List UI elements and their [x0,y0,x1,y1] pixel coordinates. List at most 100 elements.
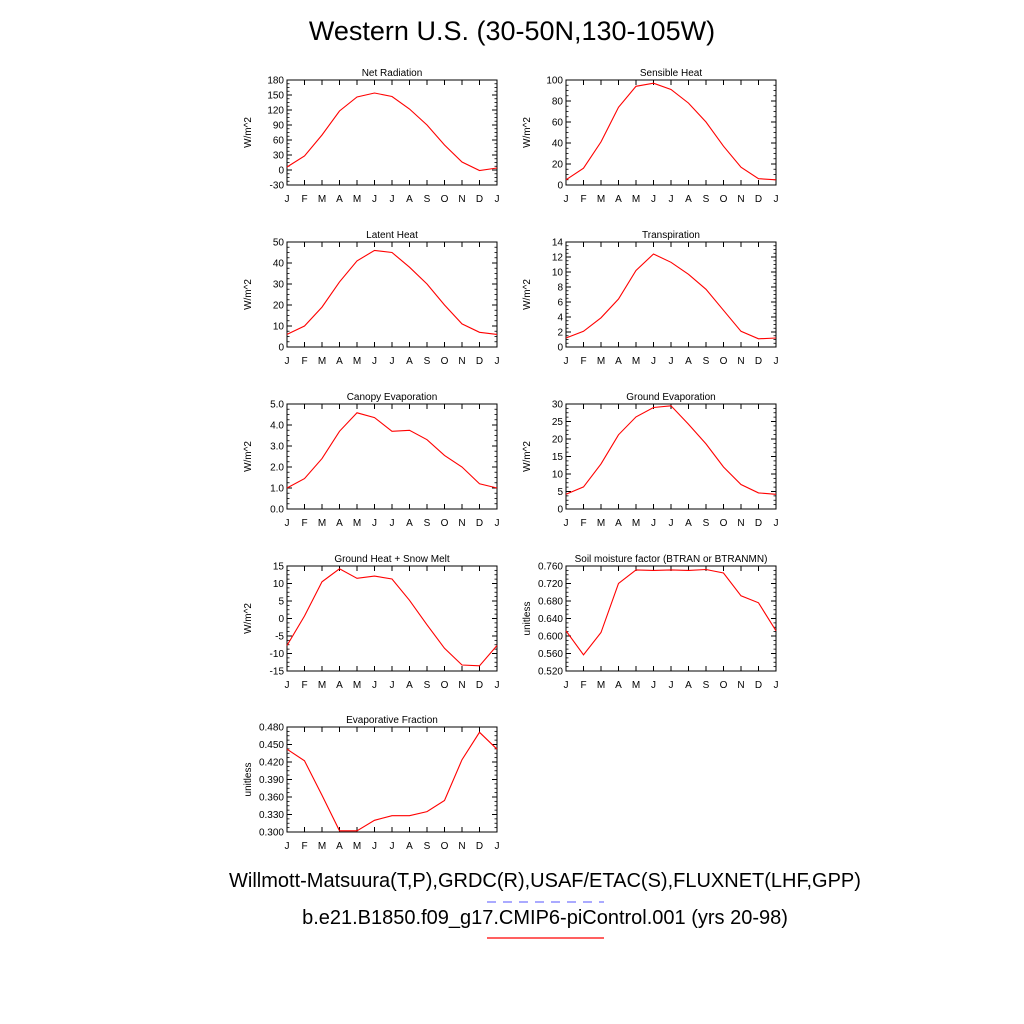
x-tick-label: J [774,356,779,367]
y-tick-label: 12 [552,253,564,264]
chart-title: Ground Heat + Snow Melt [334,554,450,565]
x-tick-label: A [336,841,343,852]
x-tick-label: J [285,518,290,529]
y-tick-label: 5.0 [270,400,284,411]
y-tick-label: 0.330 [259,810,284,821]
y-tick-label: 0.480 [259,723,284,734]
x-tick-label: N [737,356,744,367]
x-tick-label: O [720,518,728,529]
x-tick-label: J [495,356,500,367]
x-tick-label: S [703,194,710,205]
x-tick-label: D [476,680,483,691]
x-tick-label: J [285,356,290,367]
model-legend-label: b.e21.B1850.f09_g17.CMIP6-piControl.001 … [302,907,788,929]
series-line [565,82,777,181]
y-tick-label: 10 [273,579,285,590]
x-tick-label: A [685,356,692,367]
series-line [286,731,498,832]
obs-legend-label: Willmott-Matsuura(T,P),GRDC(R),USAF/ETAC… [229,870,861,892]
x-tick-label: N [458,841,465,852]
x-tick-label: D [476,518,483,529]
x-tick-label: M [353,194,361,205]
x-tick-label: J [651,356,656,367]
x-tick-label: A [336,194,343,205]
plot-frame [286,79,498,186]
chart-panel: Soil moisture factor (BTRAN or BTRANMN) u… [522,554,779,691]
x-tick-label: S [703,356,710,367]
x-tick-label: J [774,518,779,529]
x-tick-label: O [441,356,449,367]
x-tick-label: J [372,356,377,367]
x-tick-label: M [318,518,326,529]
y-tick-label: 0.600 [538,632,563,643]
x-tick-label: J [564,194,569,205]
x-tick-label: O [720,194,728,205]
x-tick-label: J [390,194,395,205]
x-tick-label: O [720,356,728,367]
x-tick-label: F [580,356,586,367]
y-tick-label: 0.760 [538,562,563,573]
x-tick-label: A [336,680,343,691]
chart-title: Latent Heat [366,230,418,241]
x-tick-label: J [651,194,656,205]
x-tick-label: J [669,680,674,691]
chart-title: Transpiration [642,230,700,241]
x-tick-label: M [353,356,361,367]
x-tick-label: N [458,680,465,691]
y-tick-label: 2 [557,328,563,339]
x-tick-label: S [424,680,431,691]
y-tick-label: 20 [273,301,285,312]
y-tick-label: 50 [273,238,285,249]
y-tick-label: 1.0 [270,484,284,495]
x-tick-label: S [424,356,431,367]
chart-title: Sensible Heat [640,68,702,79]
y-tick-label: 0.300 [259,828,284,839]
x-tick-label: M [597,518,605,529]
x-tick-label: M [318,680,326,691]
y-tick-label: 0.420 [259,758,284,769]
y-tick-label: 0 [557,181,563,192]
x-tick-label: D [476,194,483,205]
x-tick-label: S [424,194,431,205]
x-tick-label: J [390,356,395,367]
y-axis-label: W/m^2 [522,117,533,148]
y-tick-label: 30 [552,400,564,411]
y-tick-label: -5 [275,632,284,643]
plot-frame [565,403,777,510]
x-tick-label: J [669,356,674,367]
y-tick-label: 0 [557,505,563,516]
y-tick-label: 15 [552,452,564,463]
x-tick-label: N [458,356,465,367]
x-tick-label: J [669,194,674,205]
y-tick-label: 40 [552,139,564,150]
plot-frame [565,565,777,672]
x-tick-label: M [318,356,326,367]
x-tick-label: J [495,518,500,529]
x-tick-label: M [318,194,326,205]
y-tick-label: 0.360 [259,793,284,804]
x-tick-label: F [580,680,586,691]
x-tick-label: A [336,356,343,367]
y-tick-label: 0 [557,343,563,354]
x-tick-label: D [476,841,483,852]
y-tick-label: 14 [552,238,564,249]
x-tick-label: A [615,194,622,205]
y-axis-label: W/m^2 [243,279,254,310]
x-tick-label: M [632,356,640,367]
y-tick-label: 150 [267,91,284,102]
x-tick-label: J [564,680,569,691]
y-tick-label: 3.0 [270,442,284,453]
x-tick-label: A [615,518,622,529]
x-tick-label: M [597,194,605,205]
series-line [565,568,777,656]
y-tick-label: 80 [552,97,564,108]
y-tick-label: -15 [270,667,285,678]
x-tick-label: D [476,356,483,367]
x-tick-label: S [424,841,431,852]
x-tick-label: D [755,518,762,529]
y-tick-label: 0 [278,614,284,625]
y-tick-label: 0 [278,166,284,177]
y-axis-label: unitless [522,602,533,636]
y-tick-label: 20 [552,435,564,446]
y-tick-label: 0.560 [538,649,563,660]
